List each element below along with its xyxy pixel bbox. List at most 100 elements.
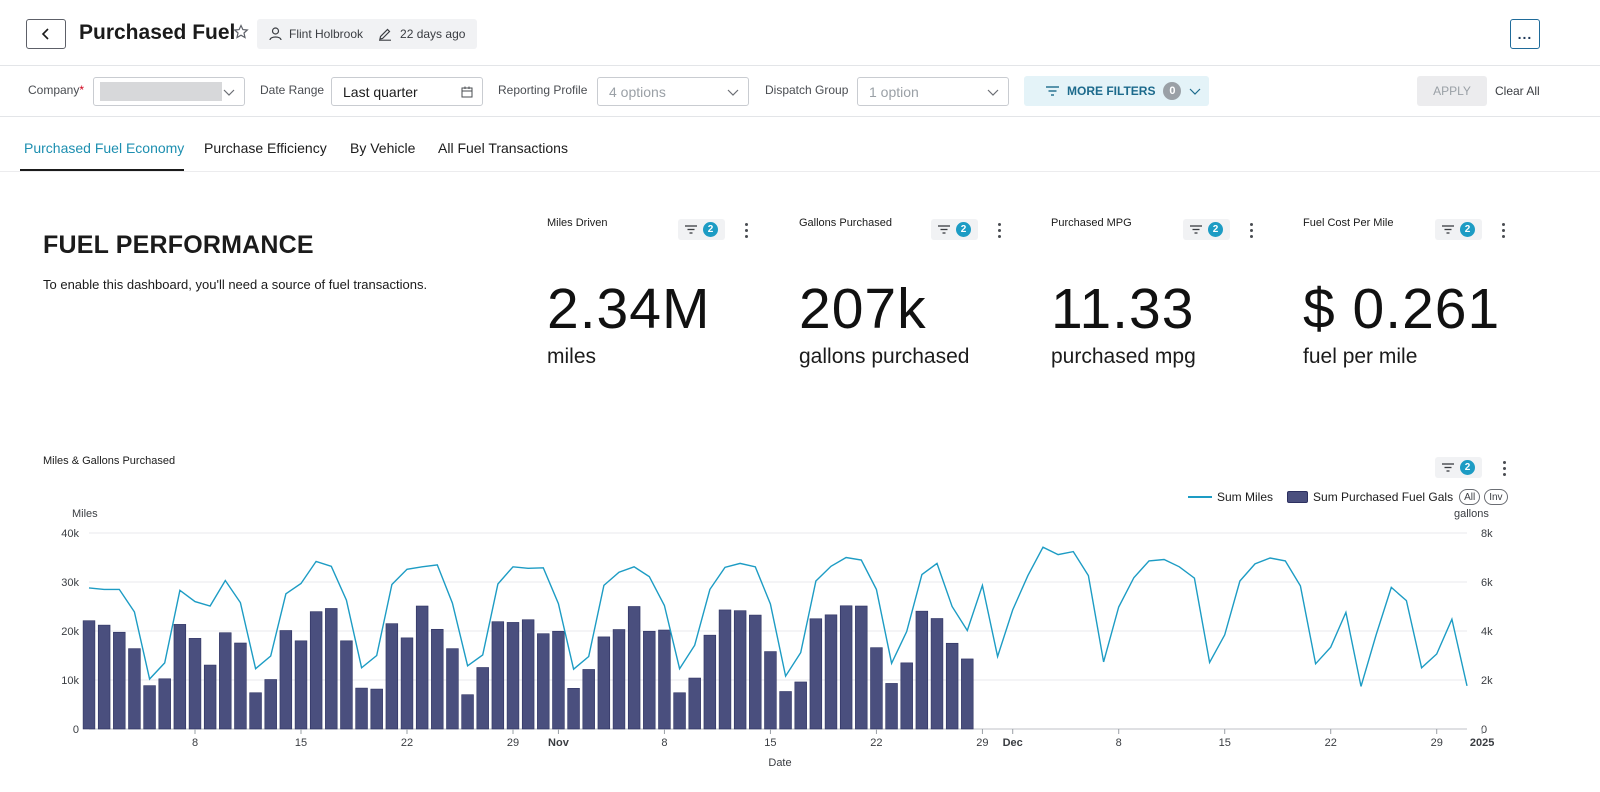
y-right-tick-label: 2k (1481, 675, 1493, 687)
tab-purchased-fuel-economy[interactable]: Purchased Fuel Economy (24, 140, 185, 156)
reporting-profile-select[interactable]: 4 options (597, 77, 749, 106)
kpi-value: 11.33 (1051, 277, 1195, 341)
filter-icon (1046, 86, 1059, 96)
x-tick-label: 22 (401, 737, 413, 749)
legend-line-swatch (1188, 496, 1212, 498)
x-axis-title: Date (768, 757, 791, 769)
filter-icon (1442, 225, 1454, 234)
legend-bar-label[interactable]: Sum Purchased Fuel Gals (1313, 490, 1454, 504)
filter-bar: Company* Date Range Last quarter Reporti… (0, 66, 1600, 117)
tab-all-fuel-transactions[interactable]: All Fuel Transactions (438, 140, 568, 156)
bar (673, 692, 686, 730)
kpi-menu-icon[interactable] (1248, 221, 1254, 241)
kpi-filter-chip[interactable]: 2 (678, 219, 725, 240)
x-tick-label: 15 (764, 737, 776, 749)
x-tick-label: Dec (1003, 737, 1023, 749)
bar (264, 679, 277, 730)
bar (173, 624, 187, 730)
back-button[interactable] (26, 19, 66, 49)
kpi-filter-chip[interactable]: 2 (931, 219, 978, 240)
company-redacted-value (100, 82, 222, 101)
bar (749, 614, 762, 730)
dispatch-group-select[interactable]: 1 option (857, 77, 1009, 106)
more-menu-button[interactable]: ... (1510, 19, 1540, 49)
bar (627, 606, 641, 730)
kpi-value: 207k (799, 277, 927, 341)
owner-name: Flint Holbrook (289, 27, 364, 41)
apply-button[interactable]: APPLY (1417, 76, 1487, 106)
bar (128, 648, 141, 730)
kpi-menu-icon[interactable] (743, 221, 749, 241)
favorite-star-icon[interactable] (233, 24, 249, 45)
bar (113, 631, 126, 730)
kpi-gallons-purchased: Gallons Purchased 2 207k gallons purchas… (799, 208, 1039, 388)
kpi-purchased-mpg: Purchased MPG 2 11.33 purchased mpg (1051, 208, 1291, 388)
date-range-label: Date Range (260, 83, 325, 97)
more-filters-button[interactable]: MORE FILTERS 0 (1024, 76, 1209, 106)
tab-by-vehicle[interactable]: By Vehicle (350, 140, 416, 156)
x-tick-label: 29 (507, 737, 519, 749)
company-select[interactable] (93, 77, 245, 106)
y-right-tick-label: 0 (1481, 724, 1487, 736)
kpi-menu-icon[interactable] (996, 221, 1002, 241)
filter-count-badge: 2 (1460, 460, 1475, 475)
dispatch-group-placeholder: 1 option (869, 83, 919, 100)
bar (597, 636, 611, 730)
kpi-label: Gallons Purchased (799, 217, 892, 229)
bar (203, 664, 217, 730)
bar (764, 651, 777, 730)
legend-invert-button[interactable]: Inv (1484, 489, 1508, 505)
legend-all-button[interactable]: All (1459, 489, 1481, 505)
bar (824, 614, 838, 730)
x-tick-label: 15 (1219, 737, 1231, 749)
filter-count-badge: 2 (956, 222, 971, 237)
bar (612, 629, 626, 730)
clear-all-link[interactable]: Clear All (1495, 84, 1540, 98)
bar (97, 624, 111, 730)
kpi-filter-chip[interactable]: 2 (1183, 219, 1230, 240)
bar (855, 605, 868, 730)
x-tick-label: 29 (1431, 737, 1443, 749)
y-right-tick-label: 6k (1481, 577, 1493, 589)
bar (961, 658, 974, 730)
reporting-profile-placeholder: 4 options (609, 83, 666, 100)
bar (567, 688, 580, 730)
bar (325, 608, 338, 730)
section-title: FUEL PERFORMANCE (43, 231, 314, 259)
kpi-filter-chip[interactable]: 2 (1435, 219, 1482, 240)
bar (249, 692, 262, 730)
date-range-field[interactable]: Last quarter (331, 77, 483, 106)
bar (885, 683, 898, 730)
y-right-tick-label: 4k (1481, 626, 1493, 638)
bar (143, 685, 156, 730)
chart-menu-icon[interactable] (1501, 459, 1507, 479)
kpi-label: Purchased MPG (1051, 217, 1132, 229)
legend-line-label[interactable]: Sum Miles (1217, 490, 1274, 504)
x-tick-label: 2025 (1470, 737, 1494, 749)
filter-count-badge: 2 (1460, 222, 1475, 237)
bar (521, 619, 535, 730)
bar (794, 681, 807, 730)
y-right-tick-label: 8k (1481, 528, 1493, 540)
bar (506, 622, 520, 730)
bar (476, 667, 489, 730)
y-left-tick-label: 10k (61, 675, 79, 687)
bar (779, 691, 792, 730)
filter-icon (1442, 463, 1454, 472)
kpi-menu-icon[interactable] (1500, 221, 1506, 241)
bar (809, 618, 823, 730)
calendar-icon (461, 86, 473, 98)
tab-bar: Purchased Fuel Economy Purchase Efficien… (0, 117, 1600, 172)
chevron-down-icon (987, 89, 999, 96)
y-left-tick-label: 0 (73, 724, 79, 736)
bar (309, 611, 323, 730)
tab-purchase-efficiency[interactable]: Purchase Efficiency (204, 140, 327, 156)
filter-count-badge: 2 (1208, 222, 1223, 237)
bar (431, 628, 444, 730)
user-icon (269, 27, 282, 41)
legend-bar-swatch (1287, 491, 1309, 503)
chart-filter-chip[interactable]: 2 (1435, 457, 1482, 478)
bar (900, 662, 913, 730)
kpi-value: 2.34M (547, 277, 711, 341)
chevron-down-icon (727, 89, 739, 96)
